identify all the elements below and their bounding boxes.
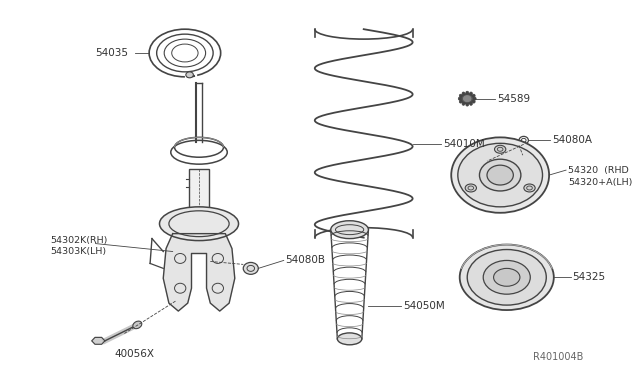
Polygon shape	[163, 234, 235, 311]
Text: 54035: 54035	[95, 48, 129, 58]
Ellipse shape	[331, 221, 369, 238]
Polygon shape	[92, 337, 105, 344]
Ellipse shape	[470, 102, 472, 105]
Text: 54050M: 54050M	[403, 301, 445, 311]
Ellipse shape	[462, 92, 465, 95]
Ellipse shape	[472, 94, 475, 97]
Ellipse shape	[483, 260, 531, 294]
Ellipse shape	[461, 94, 474, 104]
Ellipse shape	[159, 207, 239, 241]
Text: 54320  (RHD: 54320 (RHD	[568, 166, 628, 174]
Ellipse shape	[460, 94, 462, 97]
Ellipse shape	[493, 268, 520, 286]
Ellipse shape	[470, 92, 472, 95]
Text: 54302K(RH): 54302K(RH)	[51, 236, 108, 245]
Ellipse shape	[462, 102, 465, 105]
Ellipse shape	[133, 321, 142, 329]
Ellipse shape	[243, 262, 259, 274]
Ellipse shape	[458, 143, 543, 207]
Ellipse shape	[463, 96, 471, 102]
Bar	[189, 169, 209, 224]
Text: 54303K(LH): 54303K(LH)	[51, 247, 106, 256]
Ellipse shape	[495, 145, 506, 153]
Ellipse shape	[337, 333, 362, 345]
Ellipse shape	[465, 184, 476, 192]
Text: 54080B: 54080B	[285, 256, 326, 266]
Text: 54080A: 54080A	[552, 135, 592, 145]
Ellipse shape	[460, 100, 462, 103]
Ellipse shape	[458, 97, 461, 100]
Text: 54325: 54325	[573, 272, 605, 282]
Text: 54320+A(LH): 54320+A(LH)	[568, 177, 632, 186]
Ellipse shape	[467, 250, 547, 305]
Ellipse shape	[186, 72, 193, 78]
Text: 40056X: 40056X	[115, 349, 154, 359]
Ellipse shape	[524, 184, 535, 192]
Ellipse shape	[466, 103, 468, 106]
Ellipse shape	[451, 137, 549, 213]
Ellipse shape	[472, 100, 475, 103]
Ellipse shape	[487, 165, 513, 185]
Ellipse shape	[466, 91, 468, 94]
Text: 54589: 54589	[497, 94, 531, 104]
Ellipse shape	[460, 244, 554, 310]
Text: R401004B: R401004B	[533, 352, 584, 362]
Text: 54010M: 54010M	[443, 139, 484, 149]
Ellipse shape	[474, 97, 476, 100]
Ellipse shape	[479, 159, 521, 191]
